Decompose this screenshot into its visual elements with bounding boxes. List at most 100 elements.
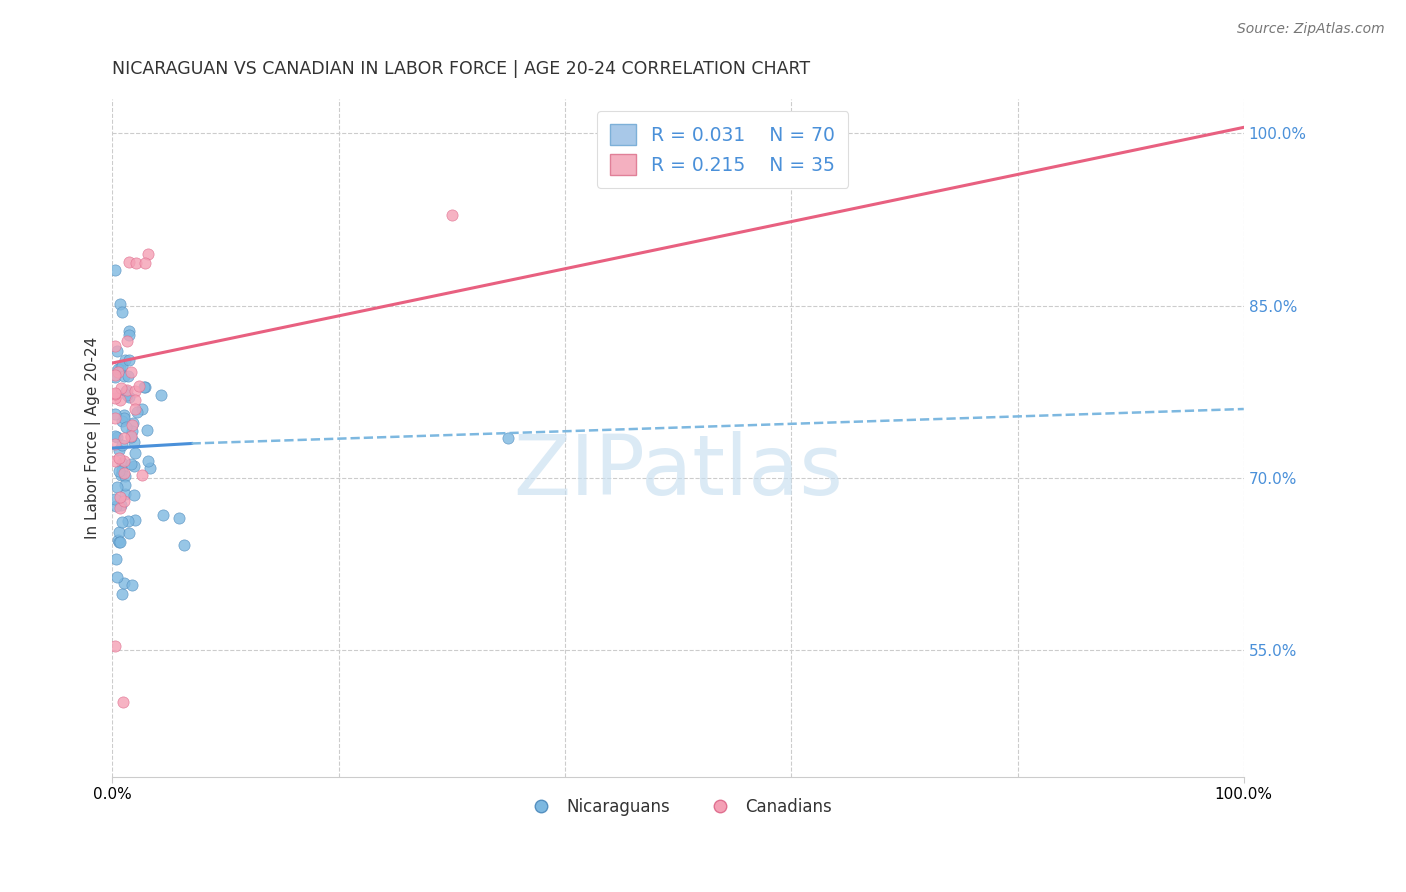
Point — [110, 468, 132, 483]
Point — [112, 494, 135, 508]
Text: NICARAGUAN VS CANADIAN IN LABOR FORCE | AGE 20-24 CORRELATION CHART: NICARAGUAN VS CANADIAN IN LABOR FORCE | … — [112, 60, 810, 78]
Point — [104, 368, 127, 382]
Point — [121, 417, 143, 432]
Point — [111, 414, 134, 428]
Point — [134, 380, 156, 394]
Point — [104, 262, 127, 277]
Point — [104, 385, 127, 400]
Point — [104, 437, 127, 451]
Point — [124, 393, 146, 408]
Point — [112, 368, 135, 383]
Point — [120, 365, 142, 379]
Point — [150, 388, 173, 402]
Point — [112, 466, 135, 480]
Point — [117, 334, 139, 349]
Point — [135, 423, 157, 437]
Point — [114, 487, 136, 501]
Point — [118, 390, 141, 404]
Point — [117, 387, 139, 401]
Point — [115, 384, 138, 398]
Text: Source: ZipAtlas.com: Source: ZipAtlas.com — [1237, 22, 1385, 37]
Point — [117, 254, 139, 268]
Point — [107, 361, 129, 376]
Point — [104, 429, 127, 443]
Point — [108, 442, 131, 457]
Point — [110, 498, 132, 512]
Point — [169, 511, 191, 525]
Point — [104, 552, 127, 566]
Point — [104, 391, 127, 405]
Point — [111, 463, 134, 477]
Point — [124, 459, 146, 474]
Point — [107, 535, 129, 549]
Point — [104, 407, 127, 421]
Point — [104, 454, 127, 468]
Point — [122, 488, 145, 502]
Point — [112, 576, 135, 591]
Point — [124, 513, 146, 527]
Point — [111, 359, 134, 373]
Point — [120, 430, 142, 444]
Point — [108, 296, 131, 310]
Point — [122, 434, 145, 449]
Point — [125, 404, 148, 418]
Point — [114, 420, 136, 434]
Point — [107, 464, 129, 478]
Point — [136, 454, 159, 468]
Point — [136, 246, 159, 260]
Point — [121, 457, 143, 471]
Point — [117, 369, 139, 384]
Point — [152, 508, 174, 522]
Point — [112, 408, 135, 422]
Point — [117, 384, 139, 398]
Point — [108, 535, 131, 549]
Point — [112, 431, 135, 445]
Point — [110, 381, 132, 395]
Point — [118, 324, 141, 338]
Point — [114, 353, 136, 368]
Point — [110, 500, 132, 515]
Point — [117, 514, 139, 528]
Point — [121, 578, 143, 592]
Point — [108, 524, 131, 539]
Point — [112, 410, 135, 425]
Point — [112, 454, 135, 468]
Point — [117, 353, 139, 368]
Point — [108, 451, 131, 466]
Point — [173, 538, 195, 552]
Point — [105, 569, 128, 583]
Point — [124, 402, 146, 417]
Point — [125, 256, 148, 270]
Point — [120, 429, 142, 443]
Point — [110, 438, 132, 452]
Point — [104, 639, 127, 653]
Point — [131, 401, 153, 416]
Point — [139, 460, 162, 475]
Point — [104, 339, 127, 353]
Legend: Nicaraguans, Canadians: Nicaraguans, Canadians — [517, 791, 838, 822]
Text: ZIPatlas: ZIPatlas — [513, 431, 844, 512]
Point — [105, 430, 128, 444]
Point — [107, 533, 129, 547]
Point — [118, 327, 141, 342]
Point — [440, 208, 463, 222]
Point — [105, 343, 128, 358]
Point — [118, 526, 141, 541]
Y-axis label: In Labor Force | Age 20-24: In Labor Force | Age 20-24 — [86, 336, 101, 539]
Point — [104, 370, 127, 384]
Point — [131, 468, 153, 483]
Point — [114, 469, 136, 483]
Point — [111, 515, 134, 529]
Point — [104, 500, 127, 514]
Point — [121, 417, 143, 431]
Point — [105, 480, 128, 494]
Point — [111, 587, 134, 601]
Point — [121, 425, 143, 439]
Point — [112, 695, 135, 709]
Point — [110, 305, 132, 319]
Point — [107, 365, 129, 379]
Point — [498, 431, 520, 445]
Point — [111, 457, 134, 471]
Point — [132, 380, 155, 394]
Point — [108, 360, 131, 375]
